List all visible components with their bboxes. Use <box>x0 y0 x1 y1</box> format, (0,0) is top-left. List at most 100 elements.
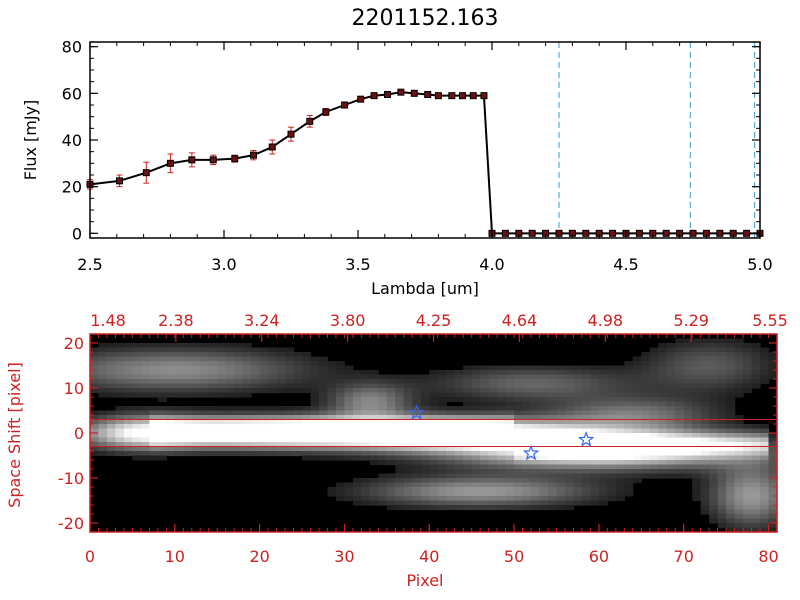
image-pixel <box>98 352 108 358</box>
image-pixel <box>386 455 396 461</box>
image-pixel <box>734 370 744 376</box>
image-pixel <box>717 496 727 502</box>
image-pixel <box>539 500 549 506</box>
image-pixel <box>700 473 710 479</box>
image-pixel <box>437 496 447 502</box>
image-pixel <box>310 424 320 430</box>
image-pixel <box>598 455 608 461</box>
image-pixel <box>395 478 405 484</box>
image-pixel <box>369 442 379 448</box>
image-pixel <box>403 491 413 497</box>
image-pixel <box>149 365 159 371</box>
image-pixel <box>378 442 388 448</box>
image-pixel <box>717 370 727 376</box>
image-pixel <box>590 392 600 398</box>
image-pixel <box>446 437 456 443</box>
image-pixel <box>717 352 727 358</box>
image-pixel <box>335 487 346 493</box>
image-pixel <box>768 356 778 362</box>
image-pixel <box>734 347 744 353</box>
image-pixel <box>106 415 117 421</box>
image-pixel <box>539 406 549 412</box>
image-pixel <box>429 451 439 457</box>
image-pixel <box>743 514 753 520</box>
image-pixel <box>615 415 625 421</box>
image-pixel <box>505 487 515 493</box>
image-pixel <box>454 406 464 412</box>
image-pixel <box>361 478 371 484</box>
image-pixel <box>573 392 583 398</box>
image-pixel <box>675 338 685 344</box>
image-pixel <box>378 455 388 461</box>
image-pixel <box>632 446 642 452</box>
image-pixel <box>480 392 490 398</box>
image-pixel <box>709 505 719 511</box>
image-pixel <box>352 419 363 425</box>
image-pixel <box>581 419 592 425</box>
image-pixel <box>726 374 736 380</box>
image-pixel <box>200 451 210 457</box>
image-pixel <box>539 383 549 389</box>
image-pixel <box>717 374 727 380</box>
image-pixel <box>437 437 447 443</box>
image-pixel <box>522 428 532 434</box>
image-pixel <box>302 383 312 389</box>
image-pixel <box>352 410 363 416</box>
image-pixel <box>505 370 515 376</box>
image-pixel <box>590 437 600 443</box>
image-pixel <box>692 347 702 353</box>
image-pixel <box>692 388 702 394</box>
image-pixel <box>259 428 269 434</box>
image-pixel <box>429 491 439 497</box>
image-pixel <box>259 446 269 452</box>
image-pixel <box>649 397 659 403</box>
image-pixel <box>208 356 218 362</box>
image-pixel <box>412 433 422 439</box>
image-pixel <box>573 424 583 430</box>
image-pixel <box>573 383 583 389</box>
image-pixel <box>751 451 761 457</box>
image-pixel <box>581 383 592 389</box>
image-pixel <box>191 419 201 425</box>
image-pixel <box>268 419 278 425</box>
image-pixel <box>200 424 210 430</box>
image-pixel <box>548 460 558 466</box>
image-pixel <box>768 460 778 466</box>
image-pixel <box>200 343 210 349</box>
y-tick-label: 60 <box>62 84 82 103</box>
image-pixel <box>548 478 558 484</box>
image-pixel <box>174 365 184 371</box>
image-pixel <box>700 491 710 497</box>
image-pixel <box>598 379 608 385</box>
image-pixel <box>412 419 422 425</box>
image-pixel <box>166 446 176 452</box>
image-pixel <box>369 379 379 385</box>
image-pixel <box>268 365 278 371</box>
image-pixel <box>590 383 600 389</box>
image-pixel <box>217 433 227 439</box>
image-pixel <box>632 451 642 457</box>
image-pixel <box>157 455 167 461</box>
image-pixel <box>717 455 727 461</box>
flux-point <box>115 177 123 185</box>
image-pixel <box>514 496 524 502</box>
image-pixel <box>293 410 303 416</box>
image-pixel <box>683 410 693 416</box>
image-pixel <box>259 383 269 389</box>
image-pixel <box>573 455 583 461</box>
image-pixel <box>573 478 583 484</box>
image-pixel <box>573 397 583 403</box>
image-pixel <box>675 419 685 425</box>
image-pixel <box>378 419 388 425</box>
image-pixel <box>709 383 719 389</box>
image-pixel <box>242 383 252 389</box>
image-pixel <box>327 433 337 439</box>
image-pixel <box>514 406 524 412</box>
image-pixel <box>607 370 617 376</box>
image-pixel <box>607 415 617 421</box>
image-pixel <box>276 424 286 430</box>
image-pixel <box>709 406 719 412</box>
image-pixel <box>649 469 659 475</box>
x-tick-label: 4.5 <box>613 255 638 274</box>
image-pixel <box>709 392 719 398</box>
